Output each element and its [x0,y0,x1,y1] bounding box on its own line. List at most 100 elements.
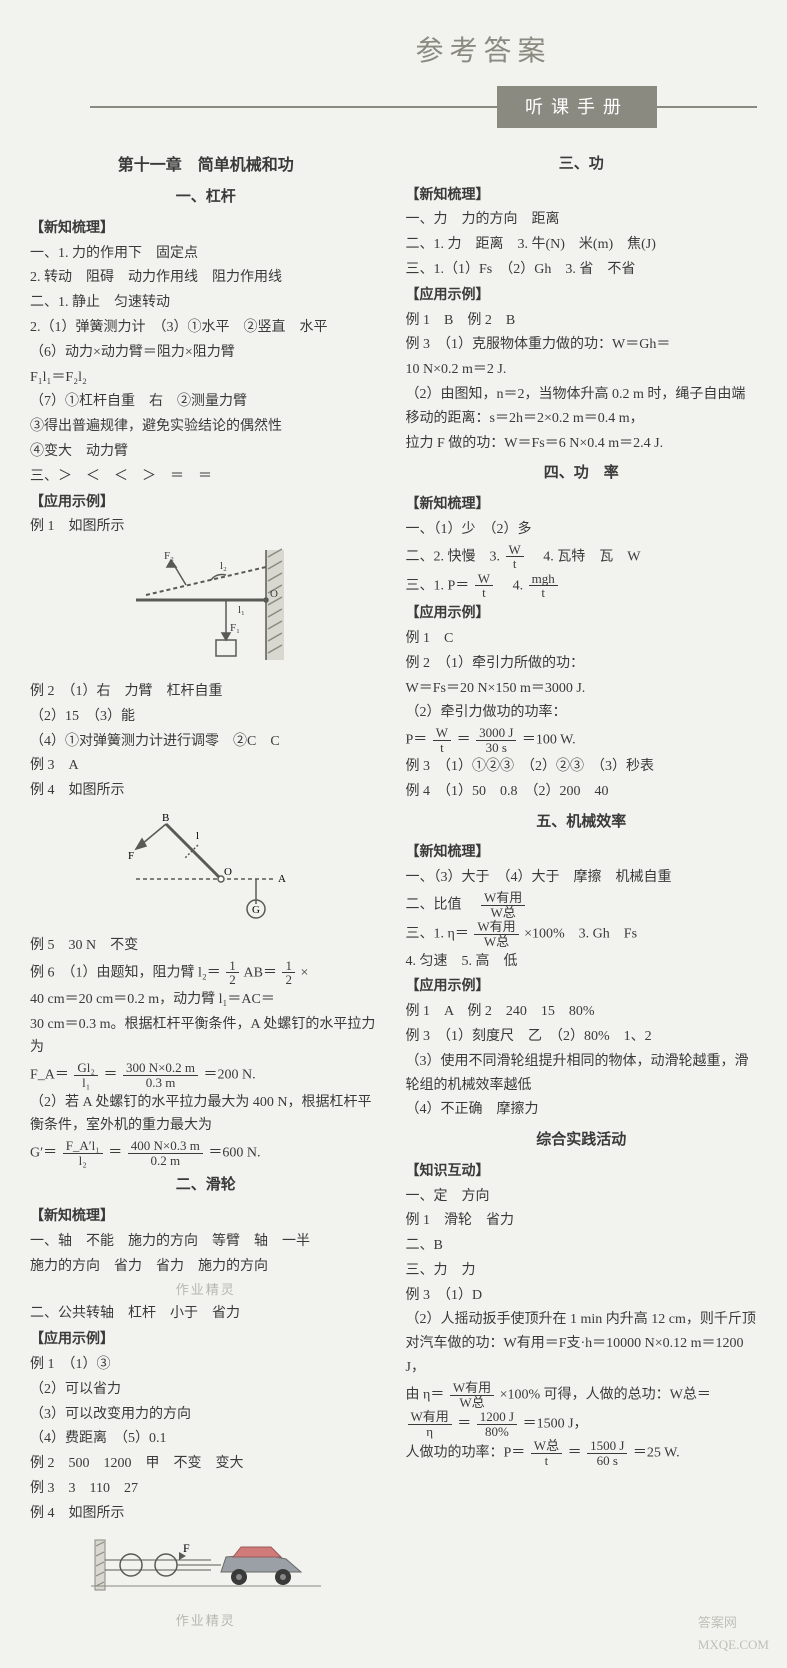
fig1-l1-label: l₁ [238,604,245,616]
text: 二、比值 [406,897,476,912]
subtitle-bar: 听课手册 [90,86,757,129]
example-1: 例 1 （1）③ [30,1353,382,1377]
fig2-B-label: B [162,812,169,824]
section-5-h1: 【新知梳理】 [406,841,758,865]
text-line: 三、1. η＝ W有用W总 ×100% 3. Gh Fs [406,920,758,948]
section-6-title: 综合实践活动 [406,1128,758,1154]
text: ＝ [108,1146,122,1161]
section-1-title: 一、杠杆 [30,185,382,211]
section-1-h2: 【应用示例】 [30,491,382,515]
text: ＝25 W. [633,1446,680,1461]
fig1-F2-label: F₂ [164,550,174,562]
text: ＝ [568,1446,582,1461]
text-line: 二、1. 静止 匀速转动 [30,291,382,315]
fraction: 300 N×0.2 m0.3 m [121,1061,200,1089]
text-line: 三、1. P＝ Wt 4. mght [406,572,758,600]
example-1-2: 例 1 A 例 2 240 15 80% [406,1000,758,1024]
text-line: 二、公共转轴 杠杆 小于 省力 [30,1302,382,1326]
equation: G′＝ F_A′l₁l₂ ＝ 400 N×0.3 m0.2 m ＝600 N. [30,1139,382,1167]
text-line: 三、＞ ＜ ＜ ＞ ＝ ＝ [30,465,382,489]
example-2: 例 2 （1）右 力臂 杠杆自重 [30,680,382,704]
chapter-heading: 第十一章 简单机械和功 [30,152,382,179]
right-column: 三、功 【新知梳理】 一、力 力的方向 距离 二、1. 力 距离 3. 牛(N)… [406,146,758,1638]
section-4-title: 四、功 率 [406,461,758,487]
example-5: 例 5 30 N 不变 [30,934,382,958]
text-line: ③得出普遍规律，避免实验结论的偶然性 [30,415,382,439]
text-line: （2）牵引力做功的功率： [406,701,758,725]
text-line: （2）由图知，n＝2，当物体升高 0.2 m 时，绳子自由端移动的距离：s＝2h… [406,383,758,431]
text-line: 2. 转动 阻碍 动力作用线 阻力作用线 [30,266,382,290]
text: 三、1. η＝ [406,927,469,942]
text-line: 4. 匀速 5. 高 低 [406,950,758,974]
text-line: （3）使用不同滑轮组提升相同的物体，动滑轮越重，滑轮组的机械效率越低 [406,1050,758,1098]
section-1-h1: 【新知梳理】 [30,217,382,241]
text-line: 40 cm＝20 cm＝0.2 m，动力臂 l₁＝AC＝ [30,988,382,1012]
left-column: 第十一章 简单机械和功 一、杠杆 【新知梳理】 一、1. 力的作用下 固定点 2… [30,146,382,1638]
text-line: 一、力 力的方向 距离 [406,208,758,232]
fig2-O-label: O [224,866,232,878]
example-1: 例 1 如图所示 [30,515,382,539]
text: ＝600 N. [208,1146,260,1161]
section-5-title: 五、机械效率 [406,810,758,836]
text: 4. [499,578,527,593]
figure-3: F 作业精灵 [30,1532,382,1633]
fraction: 1200 J80% [475,1410,519,1438]
columns: 第十一章 简单机械和功 一、杠杆 【新知梳理】 一、1. 力的作用下 固定点 2… [30,146,757,1638]
section-3-h1: 【新知梳理】 [406,184,758,208]
example-2: 例 2 500 1200 甲 不变 变大 [30,1452,382,1476]
text-line: （4）费距离 （5）0.1 [30,1427,382,1451]
text-line: 一、（3）大于 （4）大于 摩擦 机械自重 [406,866,758,890]
example-4: 例 4 如图所示 [30,779,382,803]
fraction: F_A′l₁l₂ [61,1139,105,1167]
example-2: 例 2 （1）牵引力所做的功： [406,652,758,676]
text: 例 6 （1）由题知，阻力臂 l₂＝ [30,965,221,980]
text-line: （7）①杠杆自重 右 ②测量力臂 [30,390,382,414]
text-line: （2）可以省力 [30,1378,382,1402]
text: 由 η＝ [406,1387,445,1402]
example-1: 例 1 C [406,627,758,651]
section-2-h2: 【应用示例】 [30,1328,382,1352]
text: ＝1500 J， [523,1417,588,1432]
text-line: 10 N×0.2 m＝2 J. [406,358,758,382]
text-line: 二、比值 W有用W总 [406,891,758,919]
example-1: 例 1 滑轮 省力 [406,1209,758,1233]
section-2-title: 二、滑轮 [30,1173,382,1199]
text-line: 一、1. 力的作用下 固定点 [30,242,382,266]
watermark-text: MXQE.COM [698,1637,769,1652]
fig1-O-label: O [270,588,278,600]
fraction: Wt [504,543,526,571]
equation: F_A＝ Gl₂l₁ ＝ 300 N×0.2 m0.3 m ＝200 N. [30,1061,382,1089]
example-4: 例 4 （1）50 0.8 （2）200 40 [406,780,758,804]
text-line: （2）15 （3）能 [30,705,382,729]
fig3-F-label: F [183,1541,190,1555]
text-line: （4）不正确 摩擦力 [406,1098,758,1122]
figure-1: F₂ l₂ O l₁ F₁ [30,545,382,674]
example-3: 例 3 （1）克服物体重力做的功：W＝Gh＝ [406,333,758,357]
equation: 由 η＝ W有用W总 ×100% 可得，人做的总功：W总＝ [406,1381,758,1409]
text: P＝ [406,732,428,747]
text-line: 2.（1）弹簧测力计 （3）①水平 ②竖直 水平 [30,316,382,340]
example-3: 例 3 （1）刻度尺 乙 （2）80% 1、2 [406,1025,758,1049]
equation: 人做功的功率：P＝ W总t ＝ 1500 J60 s ＝25 W. [406,1439,758,1467]
text: AB＝ [244,965,277,980]
text: ＝ [457,1417,471,1432]
fraction: W有用W总 [479,891,527,919]
text: 4. 瓦特 瓦 W [529,549,640,564]
text-line: （4）①对弹簧测力计进行调零 ②C C [30,730,382,754]
rule-right [657,106,757,108]
fraction: 400 N×0.3 m0.2 m [126,1139,205,1167]
fraction: W有用η [406,1410,454,1438]
text-line: ④变大 动力臂 [30,440,382,464]
fraction: 12 [224,959,241,987]
text-line: 施力的方向 省力 省力 施力的方向 [30,1255,382,1279]
figure-2: B F l O A G [30,809,382,928]
fig2-l-label: l [196,830,199,842]
example-3: 例 3 （1）①②③ （2）②③ （3）秒表 [406,755,758,779]
section-3-h2: 【应用示例】 [406,284,758,308]
text-line: W＝Fs＝20 N×150 m＝3000 J. [406,677,758,701]
text: × [300,965,308,980]
text-line: （2）人摇动扳手使顶升在 1 min 内升高 12 cm，则千斤顶对汽车做的功：… [406,1308,758,1379]
text-line: 二、B [406,1234,758,1258]
text: 三、1. P＝ [406,578,470,593]
text-line: 拉力 F 做的功：W＝Fs＝6 N×0.4 m＝2.4 J. [406,432,758,456]
